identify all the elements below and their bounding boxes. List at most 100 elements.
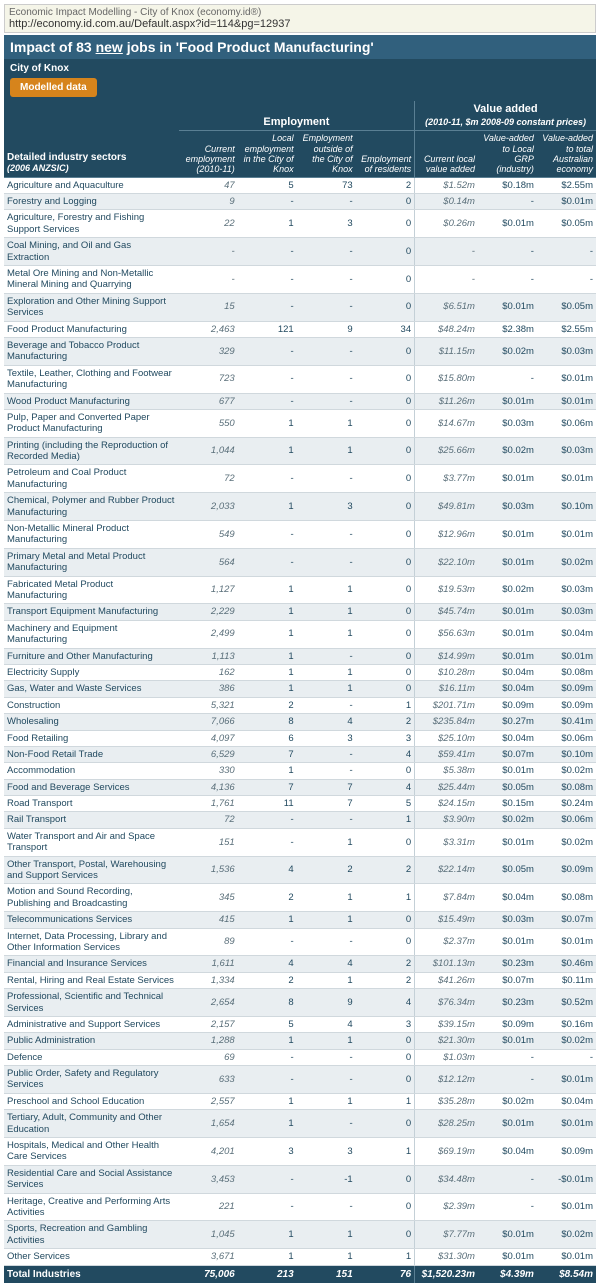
col-5[interactable]: Current local value added	[415, 131, 478, 177]
data-cell: $0.01m	[537, 194, 596, 210]
data-cell: 8	[238, 989, 297, 1017]
data-cell: -	[238, 365, 297, 393]
data-cell: $0.02m	[537, 1033, 596, 1049]
data-cell: 0	[356, 1066, 415, 1094]
data-cell: $2.37m	[415, 928, 478, 956]
data-cell: 162	[179, 664, 238, 680]
sector-cell: Other Transport, Postal, Warehousing and…	[4, 856, 179, 884]
data-cell: -	[415, 238, 478, 266]
table-row: Water Transport and Air and Space Transp…	[4, 828, 596, 856]
group-value-label: Value added	[473, 103, 537, 115]
sector-cell: Furniture and Other Manufacturing	[4, 648, 179, 664]
data-cell: -	[238, 1066, 297, 1094]
data-cell: $0.05m	[478, 856, 537, 884]
data-cell: 1	[238, 1093, 297, 1109]
col-1[interactable]: Current employment (2010-11)	[179, 131, 238, 177]
data-cell: 1	[238, 1033, 297, 1049]
data-cell: 0	[356, 337, 415, 365]
data-cell: -	[297, 648, 356, 664]
data-cell: $0.24m	[537, 796, 596, 812]
window-title: Economic Impact Modelling - City of Knox…	[9, 7, 591, 18]
data-cell: $0.52m	[537, 989, 596, 1017]
data-cell: 4	[356, 746, 415, 762]
data-cell: $0.02m	[478, 576, 537, 604]
data-cell: 11	[238, 796, 297, 812]
data-cell: $0.02m	[478, 1093, 537, 1109]
data-cell: 9	[297, 989, 356, 1017]
data-cell: 1	[297, 409, 356, 437]
data-cell: 1	[297, 437, 356, 465]
data-cell: $22.14m	[415, 856, 478, 884]
data-cell: -	[297, 812, 356, 828]
sector-cell: Water Transport and Air and Space Transp…	[4, 828, 179, 856]
data-cell: $2.38m	[478, 321, 537, 337]
sector-cell: Tertiary, Adult, Community and Other Edu…	[4, 1110, 179, 1138]
data-cell: 2,557	[179, 1093, 238, 1109]
table-row: Accommodation3301-0$5.38m$0.01m$0.02m	[4, 763, 596, 779]
data-cell: 1	[238, 681, 297, 697]
data-cell: 69	[179, 1049, 238, 1065]
data-cell: 0	[356, 238, 415, 266]
group-value-sub: (2010-11, $m 2008-09 constant prices)	[425, 117, 586, 127]
data-cell: 72	[179, 812, 238, 828]
col-2[interactable]: Local employment in the City of Knox	[238, 131, 297, 177]
data-cell: $0.01m	[478, 521, 537, 549]
data-cell: 2,463	[179, 321, 238, 337]
data-cell: -	[297, 337, 356, 365]
data-cell: 1	[297, 664, 356, 680]
data-cell: 72	[179, 465, 238, 493]
col-6[interactable]: Value-added to Local GRP (industry)	[478, 131, 537, 177]
data-cell: $14.99m	[415, 648, 478, 664]
data-cell: $0.03m	[537, 576, 596, 604]
data-cell: 1	[238, 437, 297, 465]
data-cell: -	[297, 266, 356, 294]
data-cell: $12.12m	[415, 1066, 478, 1094]
table-row: Construction5,3212-1$201.71m$0.09m$0.09m	[4, 697, 596, 713]
col-4[interactable]: Employment of residents	[356, 131, 415, 177]
sector-cell: Printing (including the Reproduction of …	[4, 437, 179, 465]
data-cell: -	[478, 365, 537, 393]
data-cell: -	[179, 238, 238, 266]
table-row: Internet, Data Processing, Library and O…	[4, 928, 596, 956]
data-cell: -	[238, 1165, 297, 1193]
data-cell: -	[297, 238, 356, 266]
col-7[interactable]: Value-added to total Australian economy	[537, 131, 596, 177]
data-cell: $0.01m	[537, 928, 596, 956]
data-cell: 0	[356, 437, 415, 465]
sector-cell: Construction	[4, 697, 179, 713]
data-cell: $0.01m	[537, 1249, 596, 1265]
data-cell: $0.01m	[537, 365, 596, 393]
data-cell: $0.01m	[478, 648, 537, 664]
data-cell: -	[478, 1193, 537, 1221]
data-cell: -	[478, 1066, 537, 1094]
data-cell: 4,136	[179, 779, 238, 795]
col-3[interactable]: Employment outside of the City of Knox	[297, 131, 356, 177]
col-sector[interactable]: Detailed industry sectors (2006 ANZSIC)	[4, 101, 179, 177]
table-row: Printing (including the Reproduction of …	[4, 437, 596, 465]
data-cell: $1.52m	[415, 177, 478, 193]
city-label: City of Knox	[4, 59, 596, 76]
data-cell: 330	[179, 763, 238, 779]
data-cell: 0	[356, 266, 415, 294]
data-cell: 1	[297, 1221, 356, 1249]
data-cell: $15.80m	[415, 365, 478, 393]
data-cell: 1	[297, 972, 356, 988]
data-cell: $14.67m	[415, 409, 478, 437]
data-cell: 0	[356, 576, 415, 604]
sector-cell: Forestry and Logging	[4, 194, 179, 210]
data-cell: 1	[238, 210, 297, 238]
data-cell: $0.06m	[537, 730, 596, 746]
data-cell: 9	[297, 321, 356, 337]
col-sector-label: Detailed industry sectors	[7, 152, 126, 163]
data-cell: 221	[179, 1193, 238, 1221]
sector-cell: Other Services	[4, 1249, 179, 1265]
data-cell: -	[238, 393, 297, 409]
data-cell: -$0.01m	[537, 1165, 596, 1193]
table-row: Motion and Sound Recording, Publishing a…	[4, 884, 596, 912]
sector-cell: Wood Product Manufacturing	[4, 393, 179, 409]
data-cell: $0.04m	[478, 664, 537, 680]
data-cell: 0	[356, 548, 415, 576]
sector-cell: Pulp, Paper and Converted Paper Product …	[4, 409, 179, 437]
table-row: Road Transport1,7611175$24.15m$0.15m$0.2…	[4, 796, 596, 812]
data-cell: 0	[356, 1165, 415, 1193]
